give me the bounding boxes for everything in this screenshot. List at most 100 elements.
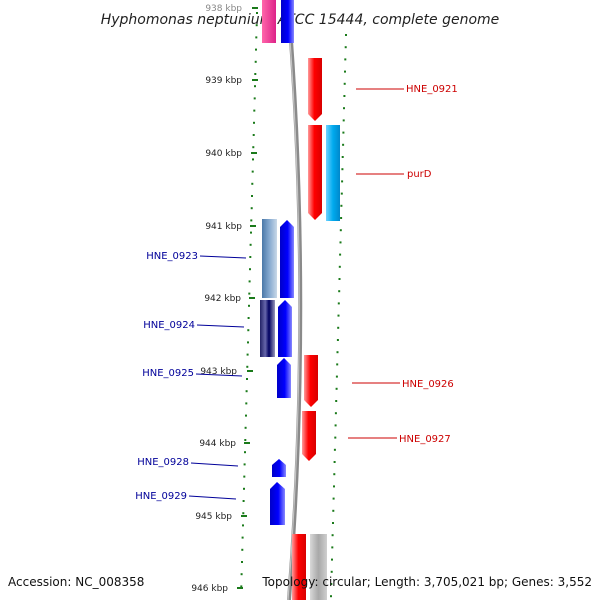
map-title: Hyphomonas neptunium ATCC 15444, complet… xyxy=(101,12,500,28)
inner-tick xyxy=(244,451,246,454)
inner-tick xyxy=(242,512,245,515)
feature-navy-hne-0924 xyxy=(260,300,275,357)
outer-tick xyxy=(340,192,343,195)
outer-tick xyxy=(341,168,344,171)
inner-tick xyxy=(243,475,246,478)
outer-tick xyxy=(338,265,341,268)
inner-tick xyxy=(252,134,255,136)
inner-tick xyxy=(240,573,243,576)
outer-tick xyxy=(334,424,337,427)
outer-tick xyxy=(331,546,334,549)
outer-tick xyxy=(342,131,345,134)
inner-tick xyxy=(253,97,256,100)
kbp-label-945: 945 kbp xyxy=(195,512,232,522)
outer-tick xyxy=(337,314,340,317)
gene-arrow-hne-0927 xyxy=(302,411,316,461)
gene-label-hne-0924[interactable]: HNE_0924 xyxy=(143,320,195,331)
outer-tick xyxy=(339,229,342,232)
inner-tick xyxy=(256,12,258,14)
genome-backbone-highlight xyxy=(286,0,300,600)
gene-label-hne-0921[interactable]: HNE_0921 xyxy=(406,84,458,95)
gene-arrow-hne-0924 xyxy=(278,300,292,357)
inner-tick xyxy=(248,280,251,283)
outer-tick xyxy=(336,351,339,354)
feature-grey-bottom xyxy=(310,534,327,600)
genome-backbone xyxy=(286,0,303,600)
inner-tick xyxy=(254,85,256,88)
gene-label-hne-0925[interactable]: HNE_0925 xyxy=(142,368,194,379)
outer-tick xyxy=(333,461,336,463)
outer-tick xyxy=(343,82,346,85)
inner-tick xyxy=(249,243,252,246)
feature-steel-hne-0923 xyxy=(262,219,277,298)
outer-tick xyxy=(342,119,345,122)
outer-tick xyxy=(333,473,336,476)
inner-tick xyxy=(253,121,255,124)
inner-tick xyxy=(245,402,248,405)
cds-tick-marks xyxy=(240,12,347,598)
inner-tick xyxy=(245,414,247,417)
outer-tick xyxy=(345,34,347,36)
gene-label-hne-0923[interactable]: HNE_0923 xyxy=(146,251,198,262)
outer-tick xyxy=(341,180,344,183)
outer-tick xyxy=(338,290,341,293)
inner-tick xyxy=(246,378,248,380)
gene-label-hne-0927[interactable]: HNE_0927 xyxy=(399,434,451,445)
inner-tick xyxy=(242,524,244,527)
inner-tick xyxy=(249,268,251,271)
outer-tick xyxy=(337,302,340,305)
outer-tick xyxy=(337,326,340,329)
inner-tick xyxy=(244,426,247,429)
accession-text: Accession: NC_008358 xyxy=(8,575,144,589)
gene-label-hne-0928[interactable]: HNE_0928 xyxy=(137,457,189,468)
kbp-label-939: 939 kbp xyxy=(205,76,242,86)
outer-tick xyxy=(332,509,335,512)
outer-tick xyxy=(330,595,332,598)
feature-red-bottom xyxy=(292,534,306,600)
kbp-label-943: 943 kbp xyxy=(200,367,237,377)
inner-tick xyxy=(251,170,254,173)
kbp-label-940: 940 kbp xyxy=(205,149,242,159)
feature-cyan xyxy=(326,125,340,221)
inner-tick xyxy=(247,317,250,319)
kbp-label-946: 946 kbp xyxy=(191,584,228,594)
outer-tick xyxy=(343,95,346,97)
outer-tick xyxy=(335,387,338,390)
feature-magenta xyxy=(262,0,276,43)
inner-tick xyxy=(251,182,254,185)
gene-label-hne-0926[interactable]: HNE_0926 xyxy=(402,379,454,390)
gene-arrow-hne-0928 xyxy=(272,459,286,477)
kbp-label-944: 944 kbp xyxy=(199,439,236,449)
outer-tick xyxy=(340,217,343,219)
inner-tick xyxy=(247,329,250,332)
outer-tick xyxy=(344,70,346,73)
inner-tick xyxy=(247,341,249,344)
outer-tick xyxy=(330,583,333,585)
outer-tick xyxy=(344,46,347,49)
inner-tick xyxy=(243,463,246,466)
outer-tick xyxy=(331,558,333,561)
inner-tick xyxy=(246,365,249,368)
topology-text: Topology: circular; Length: 3,705,021 bp… xyxy=(261,575,592,589)
inner-tick xyxy=(250,219,253,222)
inner-tick xyxy=(248,292,251,295)
outer-tick xyxy=(340,204,343,207)
feature-blue-top xyxy=(281,0,294,43)
outer-tick xyxy=(335,375,338,378)
gene-label-hne-0929[interactable]: HNE_0929 xyxy=(135,491,187,502)
inner-tick xyxy=(242,500,245,502)
inner-tick xyxy=(248,304,250,307)
outer-tick xyxy=(336,339,339,341)
inner-tick xyxy=(250,231,252,234)
kbp-label-938: 938 kbp xyxy=(205,4,242,14)
kbp-label-942: 942 kbp xyxy=(204,294,241,304)
inner-tick xyxy=(243,487,245,490)
inner-tick xyxy=(252,146,255,149)
gene-arrow-purd xyxy=(308,125,322,220)
outer-tick xyxy=(333,485,335,488)
outer-tick xyxy=(331,534,334,537)
inner-tick xyxy=(251,195,253,197)
gene-label-purd[interactable]: purD xyxy=(407,169,432,180)
inner-tick xyxy=(252,158,254,161)
